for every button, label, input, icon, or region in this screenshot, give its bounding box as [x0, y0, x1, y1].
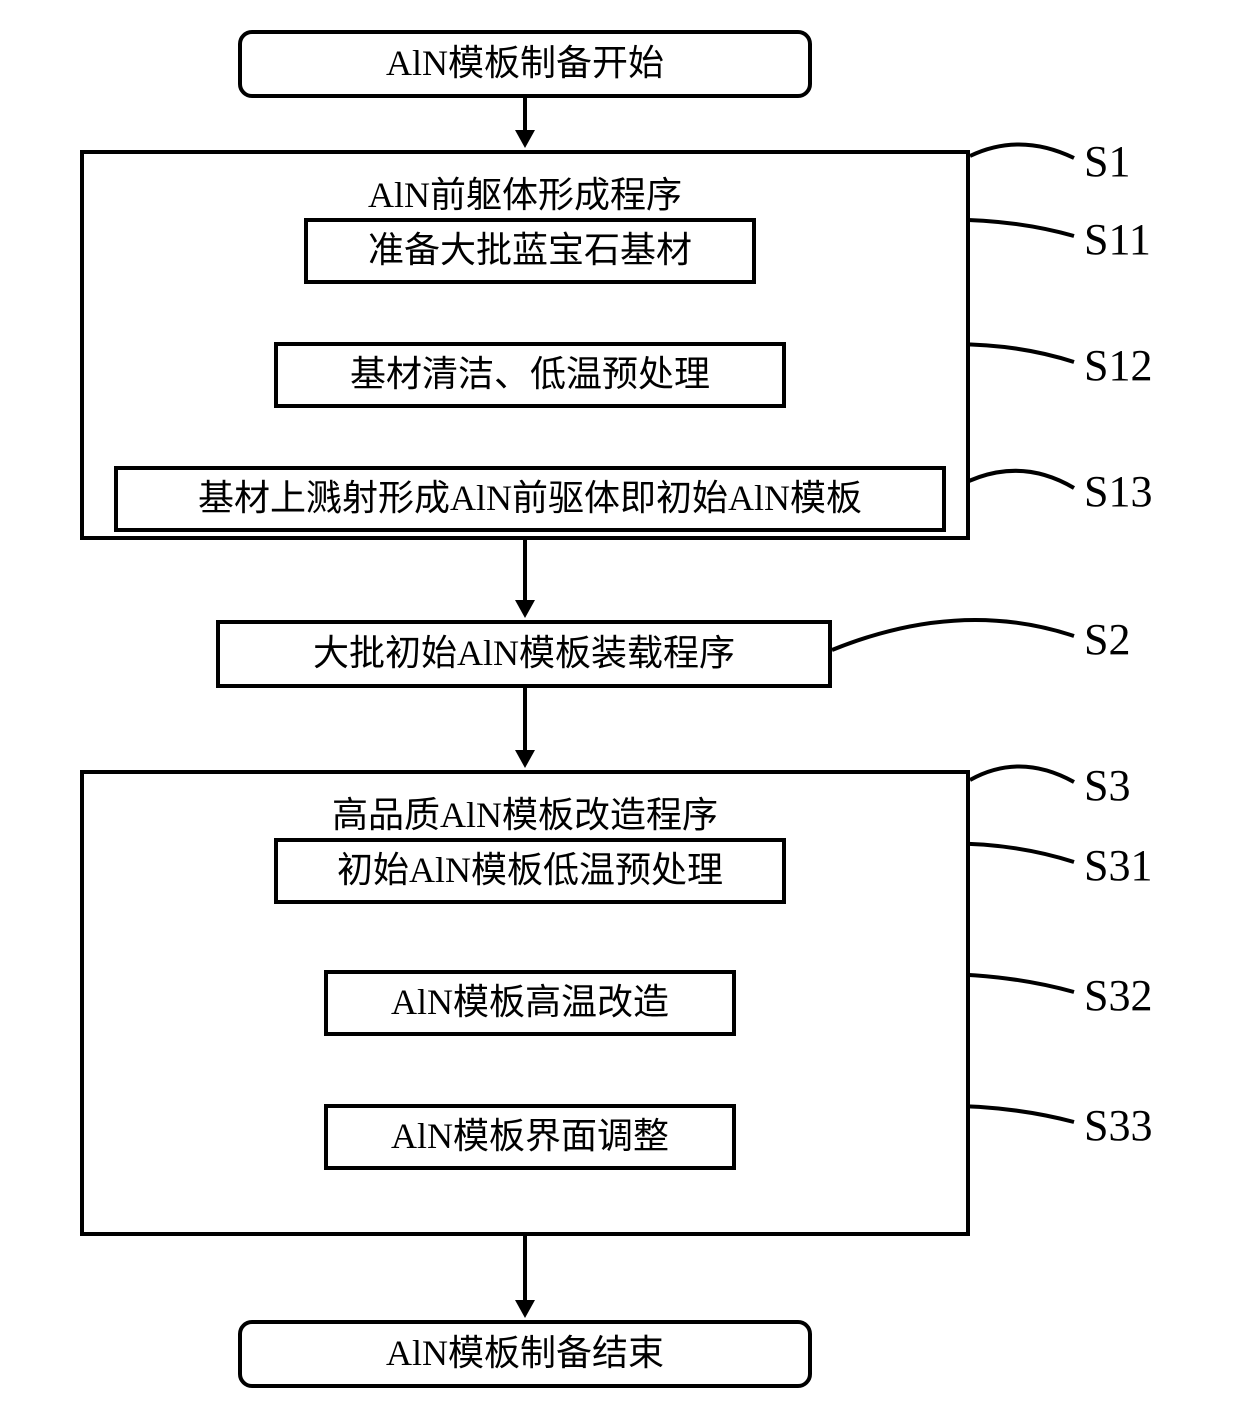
label-S11: S11 [1084, 214, 1151, 265]
step-s33: AlN模板界面调整 [324, 1104, 736, 1170]
label-S31: S31 [1084, 840, 1152, 891]
label-S1: S1 [1084, 136, 1130, 187]
group-title-s3: 高品质AlN模板改造程序 [84, 786, 966, 838]
leader-S1 [970, 144, 1074, 158]
group-s1: AlN前躯体形成程序准备大批蓝宝石基材基材清洁、低温预处理基材上溅射形成AlN前… [80, 150, 970, 540]
step-s32: AlN模板高温改造 [324, 970, 736, 1036]
label-S12: S12 [1084, 340, 1152, 391]
step-s11: 准备大批蓝宝石基材 [304, 218, 756, 284]
label-S33: S33 [1084, 1100, 1152, 1151]
leader-S2 [832, 620, 1074, 650]
group-s3: 高品质AlN模板改造程序初始AlN模板低温预处理 AlN模板高温改造 AlN模板界面… [80, 770, 970, 1236]
label-S2: S2 [1084, 614, 1130, 665]
label-S13: S13 [1084, 466, 1152, 517]
box-start: AlN模板制备开始 [238, 30, 812, 98]
box-end: AlN模板制备结束 [238, 1320, 812, 1388]
group-title-s1: AlN前躯体形成程序 [84, 166, 966, 218]
step-s31: 初始AlN模板低温预处理 [274, 838, 786, 904]
label-S3: S3 [1084, 760, 1130, 811]
flowchart-canvas: AlN模板制备开始大批初始AlN模板装载程序 AlN模板制备结束 AlN前躯体形成程… [0, 0, 1240, 1425]
box-s2: 大批初始AlN模板装载程序 [216, 620, 832, 688]
step-s12: 基材清洁、低温预处理 [274, 342, 786, 408]
step-s13: 基材上溅射形成AlN前驱体即初始AlN模板 [114, 466, 946, 532]
leader-S3 [970, 766, 1074, 782]
label-S32: S32 [1084, 970, 1152, 1021]
